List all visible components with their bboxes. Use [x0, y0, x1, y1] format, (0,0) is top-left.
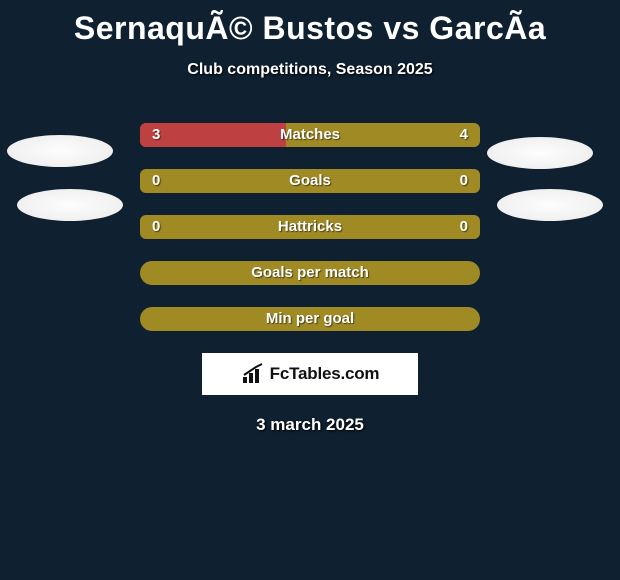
- stat-value-right: 0: [460, 215, 468, 239]
- comparison-card: SernaquÃ© Bustos vs GarcÃ­a Club competi…: [0, 0, 620, 435]
- fctables-logo[interactable]: FcTables.com: [202, 353, 418, 395]
- stat-label: Goals: [140, 169, 480, 193]
- stats-area: 3 Matches 4 0 Goals 0 0 Hattricks 0 Goal…: [0, 123, 620, 435]
- subtitle: Club competitions, Season 2025: [0, 61, 620, 79]
- stat-row-goals: 0 Goals 0: [140, 169, 480, 193]
- generation-date: 3 march 2025: [0, 415, 620, 435]
- bar-chart-icon: [241, 363, 265, 385]
- stat-row-hattricks: 0 Hattricks 0: [140, 215, 480, 239]
- stat-label: Hattricks: [140, 215, 480, 239]
- stat-label: Matches: [140, 123, 480, 147]
- stat-value-right: 0: [460, 169, 468, 193]
- logo-text: FcTables.com: [270, 364, 380, 384]
- stat-label: Goals per match: [251, 264, 369, 281]
- stat-row-min-per-goal: Min per goal: [140, 307, 480, 331]
- player1-avatar-goals: [17, 189, 123, 221]
- player2-avatar-matches: [487, 137, 593, 169]
- player2-avatar-goals: [497, 189, 603, 221]
- stat-row-goals-per-match: Goals per match: [140, 261, 480, 285]
- stat-value-right: 4: [460, 123, 468, 147]
- stat-row-matches: 3 Matches 4: [140, 123, 480, 147]
- player1-avatar-matches: [7, 135, 113, 167]
- page-title: SernaquÃ© Bustos vs GarcÃ­a: [0, 0, 620, 47]
- stat-label: Min per goal: [266, 310, 354, 327]
